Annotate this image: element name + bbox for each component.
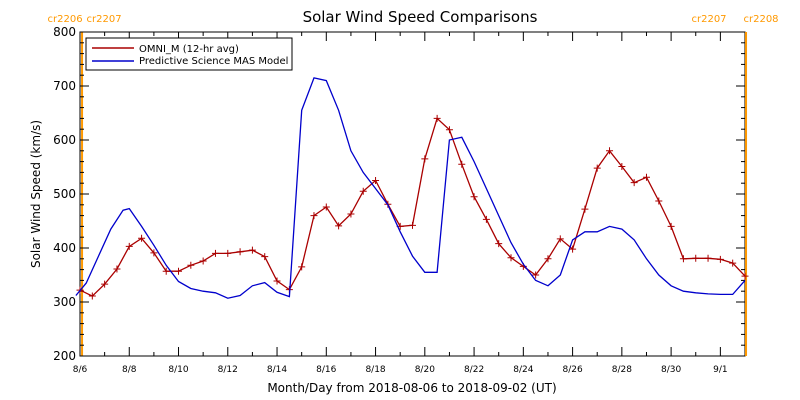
data-point-marker bbox=[655, 197, 663, 205]
data-point-marker bbox=[409, 221, 416, 229]
data-point-marker bbox=[618, 162, 626, 170]
x-axis: 8/6 8/8 8/10 8/12 8/14 8/16 8/18 8/20 8/22 8/24 8/… bbox=[73, 32, 728, 375]
data-point-marker bbox=[211, 249, 219, 257]
data-point-marker bbox=[445, 126, 453, 134]
series-layer bbox=[75, 77, 749, 300]
x-tick-label: 8/14 bbox=[267, 365, 287, 375]
data-point-marker bbox=[347, 210, 355, 218]
data-point-marker bbox=[322, 203, 330, 211]
legend-label-mas: Predictive Science MAS Model bbox=[139, 56, 288, 67]
y-tick-label: 800 bbox=[53, 25, 76, 39]
data-point-marker bbox=[482, 215, 490, 223]
x-tick-label: 9/1 bbox=[713, 365, 727, 375]
y-tick-label: 300 bbox=[53, 295, 76, 309]
data-point-marker bbox=[150, 249, 158, 257]
y-tick-label: 600 bbox=[53, 133, 76, 147]
cr-label-before: cr2206 bbox=[48, 14, 83, 25]
y-axis-label: Solar Wind Speed (km/s) bbox=[29, 120, 43, 268]
data-point-marker bbox=[88, 292, 96, 300]
x-tick-label: 8/16 bbox=[316, 365, 336, 375]
y-tick-label: 200 bbox=[53, 349, 76, 363]
data-point-marker bbox=[716, 255, 724, 263]
data-point-marker bbox=[593, 164, 601, 172]
data-point-marker bbox=[187, 261, 195, 269]
data-point-marker bbox=[175, 267, 183, 275]
data-point-marker bbox=[507, 254, 515, 262]
cr-label-after: cr2207 bbox=[87, 14, 122, 25]
data-point-marker bbox=[138, 234, 146, 242]
x-tick-label: 8/26 bbox=[562, 365, 582, 375]
data-point-marker bbox=[495, 240, 503, 248]
data-point-marker bbox=[692, 254, 700, 262]
legend: OMNI_M (12-hr avg) Predictive Science MA… bbox=[85, 37, 293, 71]
legend-label-omni: OMNI_M (12-hr avg) bbox=[139, 44, 239, 55]
data-point-marker bbox=[199, 257, 207, 265]
y-tick-label: 700 bbox=[53, 79, 76, 93]
x-tick-label: 8/6 bbox=[73, 365, 88, 375]
data-point-marker bbox=[335, 222, 343, 230]
x-tick-label: 8/30 bbox=[661, 365, 681, 375]
data-point-marker bbox=[667, 222, 675, 230]
data-point-marker bbox=[458, 160, 466, 168]
data-point-marker bbox=[544, 255, 552, 263]
data-point-marker bbox=[372, 177, 380, 184]
data-point-marker bbox=[741, 272, 749, 280]
data-point-marker bbox=[162, 267, 170, 275]
x-tick-label: 8/18 bbox=[365, 365, 385, 375]
x-tick-label: 8/28 bbox=[612, 365, 632, 375]
data-point-marker bbox=[248, 246, 256, 254]
x-tick-label: 8/10 bbox=[168, 365, 188, 375]
data-point-marker bbox=[630, 179, 638, 187]
data-point-marker bbox=[101, 280, 109, 288]
x-tick-label: 8/20 bbox=[415, 365, 435, 375]
data-point-marker bbox=[704, 254, 712, 262]
x-axis-label: Month/Day from 2018-08-06 to 2018-09-02 … bbox=[267, 381, 556, 395]
series-line-1 bbox=[75, 77, 746, 299]
data-point-marker bbox=[556, 235, 564, 243]
data-point-marker bbox=[261, 253, 269, 261]
data-point-marker bbox=[642, 173, 650, 181]
x-tick-label: 8/12 bbox=[218, 365, 238, 375]
data-point-marker bbox=[433, 114, 441, 122]
x-tick-label: 8/8 bbox=[122, 365, 137, 375]
data-point-marker bbox=[729, 259, 737, 267]
data-point-marker bbox=[359, 187, 367, 195]
data-point-marker bbox=[606, 147, 614, 155]
x-tick-label: 8/22 bbox=[464, 365, 484, 375]
data-point-marker bbox=[532, 271, 540, 279]
y-axis: 200 300 400 500 600 700 800 bbox=[53, 25, 745, 363]
data-point-marker bbox=[224, 249, 232, 257]
data-point-marker bbox=[236, 248, 244, 256]
y-tick-label: 400 bbox=[53, 241, 76, 255]
data-point-marker bbox=[569, 245, 577, 253]
y-tick-label: 500 bbox=[53, 187, 76, 201]
cr-label-before: cr2207 bbox=[691, 14, 726, 25]
data-point-marker bbox=[679, 255, 687, 263]
data-point-marker bbox=[125, 242, 133, 250]
data-point-marker bbox=[470, 193, 478, 201]
data-point-marker bbox=[421, 155, 429, 163]
x-tick-label: 8/24 bbox=[513, 365, 533, 375]
data-point-marker bbox=[581, 205, 589, 213]
data-point-marker bbox=[310, 212, 318, 220]
cr-label-after: cr2208 bbox=[743, 14, 778, 25]
data-point-marker bbox=[273, 277, 281, 285]
legend-box bbox=[85, 37, 293, 71]
data-point-marker bbox=[298, 263, 306, 271]
data-point-marker bbox=[113, 265, 121, 273]
chart-title: Solar Wind Speed Comparisons bbox=[303, 8, 538, 26]
